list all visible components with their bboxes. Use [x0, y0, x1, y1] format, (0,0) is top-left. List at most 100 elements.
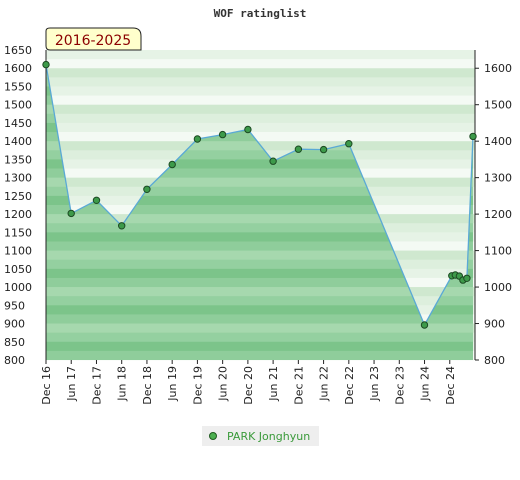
area-stripe: [46, 268, 473, 279]
background-band: [46, 50, 475, 60]
background-band: [46, 68, 475, 78]
area-stripe: [46, 305, 473, 315]
area-stripe: [46, 287, 473, 297]
y-tick-label-left: 1550: [4, 80, 32, 93]
background-band: [46, 59, 475, 69]
data-point: [469, 132, 477, 141]
x-tick-label: Dec 23: [393, 366, 406, 405]
data-point: [193, 135, 202, 143]
data-point: [168, 160, 176, 169]
y-tick-label-left: 1150: [4, 226, 32, 239]
period-badge-text: 2016-2025: [55, 33, 131, 49]
area-stripe: [46, 205, 473, 215]
data-point: [218, 130, 227, 139]
x-tick-label: Jun 19: [166, 366, 179, 402]
y-tick-label-left: 950: [4, 299, 25, 312]
y-tick-label-left: 1350: [4, 153, 32, 166]
background-band: [46, 104, 475, 115]
y-tick-label-left: 1250: [4, 190, 32, 203]
data-point: [319, 145, 328, 154]
area-stripe: [46, 350, 473, 360]
x-tick-label: Dec 18: [141, 366, 154, 405]
area-stripe: [46, 195, 473, 206]
x-tick-label: Dec 19: [191, 366, 204, 405]
chart-title: WOF ratinglist: [214, 7, 307, 20]
area-stripe: [46, 314, 473, 324]
y-axis-left: 800 850 900 950 1000 1050 1100 1150 1200 1250 1300…: [4, 44, 32, 367]
background-band: [46, 86, 475, 96]
area-stripe: [46, 186, 473, 197]
y-tick-label-right: 1600: [484, 62, 512, 75]
y-tick-label-right: 800: [484, 354, 505, 367]
x-tick-label: Dec 22: [343, 366, 356, 405]
area-stripe: [46, 232, 473, 242]
area-stripe: [46, 150, 473, 160]
y-axis-right: 800 900 1000 1100 1200 1300 1400 1500 1600: [475, 62, 512, 367]
x-tick-label: Dec 17: [90, 366, 103, 405]
axes: [45, 50, 476, 360]
x-tick-label: Jun 17: [65, 366, 78, 402]
x-tick-label: Jun 21: [267, 366, 280, 402]
area-stripe: [46, 250, 473, 261]
background-band: [46, 113, 475, 124]
area-stripe: [46, 168, 473, 179]
x-tick-label: Jun 20: [217, 366, 230, 402]
x-axis: Dec 16 Jun 17 Dec 17 Jun 18 Dec 18 Jun 19 Dec …: [40, 360, 457, 405]
x-tick-label: Jun 23: [368, 366, 381, 402]
area-stripe: [46, 323, 473, 334]
x-tick-label: Dec 16: [40, 366, 53, 405]
area-stripe: [46, 223, 473, 233]
y-tick-label-left: 1200: [4, 208, 32, 221]
area-stripe: [46, 159, 473, 169]
area-stripe: [46, 214, 473, 224]
y-tick-label-right: 1200: [484, 208, 512, 221]
y-tick-label-left: 1050: [4, 263, 32, 276]
y-tick-label-left: 850: [4, 336, 25, 349]
y-tick-label-left: 1400: [4, 135, 32, 148]
area-stripe: [46, 177, 473, 188]
data-point: [92, 196, 101, 205]
x-tick-label: Jun 22: [318, 366, 331, 402]
background-band: [46, 77, 475, 87]
y-tick-label-left: 1450: [4, 117, 32, 130]
y-tick-label-left: 1100: [4, 245, 32, 258]
y-tick-label-right: 1000: [484, 281, 512, 294]
area-stripe: [46, 241, 473, 251]
legend-marker: [209, 432, 217, 440]
data-point: [118, 222, 126, 230]
area-stripe: [46, 141, 473, 151]
data-point: [143, 185, 151, 194]
background-band: [46, 122, 475, 133]
area-stripe: [46, 332, 473, 343]
y-tick-label-right: 1400: [484, 135, 512, 148]
y-tick-label-right: 1300: [484, 172, 512, 185]
y-tick-label-left: 1650: [4, 44, 32, 57]
data-point: [294, 145, 303, 153]
data-point: [42, 60, 50, 69]
area-stripe: [46, 259, 473, 270]
data-point: [345, 140, 353, 148]
y-tick-label-right: 1100: [484, 245, 512, 258]
area-stripe: [46, 341, 473, 352]
legend-label: PARK Jonghyun: [227, 430, 310, 443]
legend: PARK Jonghyun: [202, 426, 319, 446]
data-point: [420, 321, 429, 329]
y-tick-label-left: 1000: [4, 281, 32, 294]
x-tick-label: Dec 24: [444, 366, 457, 405]
x-tick-label: Jun 18: [116, 366, 129, 402]
x-tick-label: Dec 20: [242, 366, 255, 405]
y-tick-label-left: 800: [4, 354, 25, 367]
data-point: [67, 209, 75, 218]
background-band: [46, 132, 475, 142]
area-stripe: [46, 296, 473, 306]
y-tick-label-left: 1600: [4, 62, 32, 75]
data-point: [244, 125, 252, 134]
period-badge: 2016-2025: [45, 27, 142, 51]
x-tick-label: Dec 21: [292, 366, 305, 405]
y-tick-label-left: 900: [4, 318, 25, 331]
data-point: [463, 274, 471, 282]
y-tick-label-right: 900: [484, 318, 505, 331]
background-band: [46, 95, 475, 106]
x-tick-label: Jun 24: [419, 366, 432, 402]
